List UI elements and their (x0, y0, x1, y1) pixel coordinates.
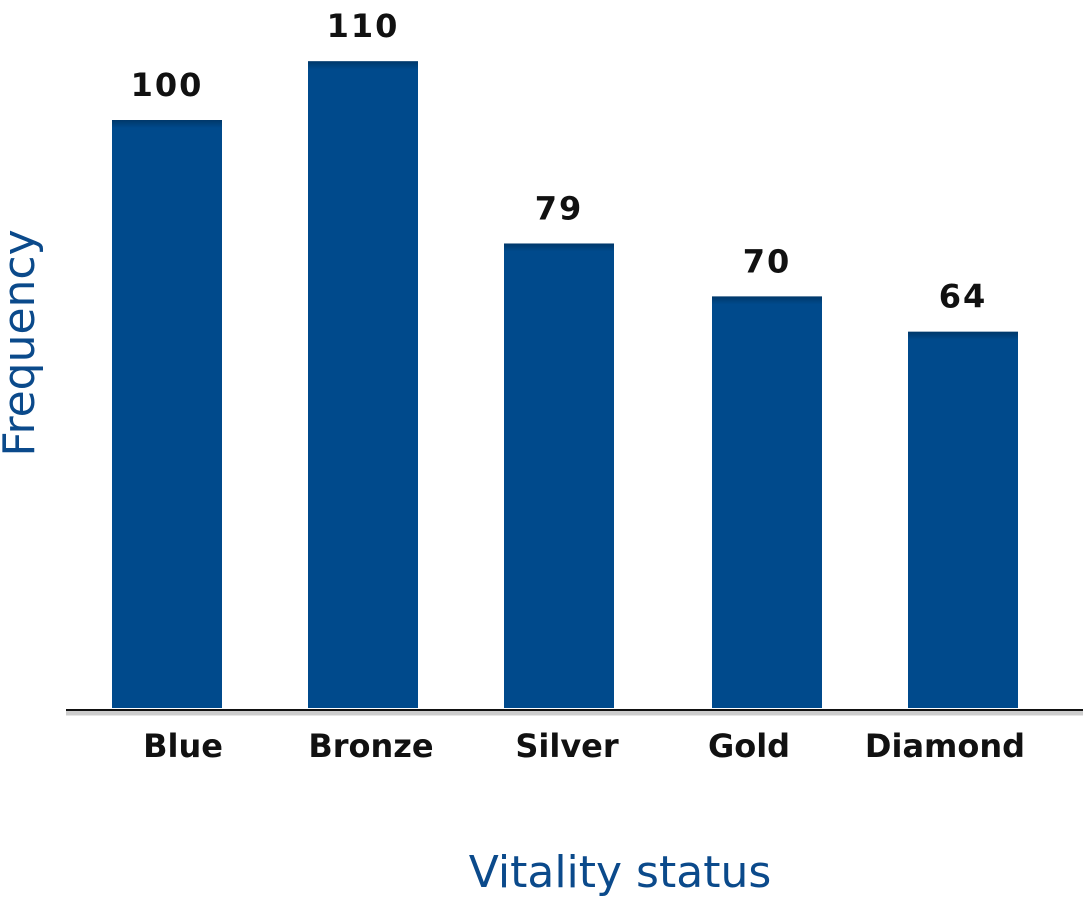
x-tick-label: Blue (143, 727, 223, 765)
bar-shade (504, 243, 614, 252)
bar-shade (908, 331, 1018, 340)
value-label: 70 (743, 242, 792, 280)
bar (308, 61, 418, 708)
value-label: 110 (327, 7, 400, 45)
bar-shade (712, 296, 822, 305)
x-tick-label: Silver (515, 727, 619, 765)
value-label: 64 (939, 278, 988, 316)
value-label: 79 (535, 189, 584, 227)
bar (112, 120, 222, 708)
bar (712, 296, 822, 708)
x-tick-label: Gold (708, 727, 790, 765)
y-axis-title: Frequency (0, 229, 45, 456)
bar (504, 243, 614, 709)
x-tick-label: Bronze (308, 727, 433, 765)
bar-shade (112, 120, 222, 128)
x-axis-title: Vitality status (469, 847, 772, 898)
bar (908, 331, 1018, 708)
bar-shade (308, 61, 418, 70)
x-tick-label: Diamond (865, 727, 1025, 765)
value-label: 100 (131, 66, 204, 104)
